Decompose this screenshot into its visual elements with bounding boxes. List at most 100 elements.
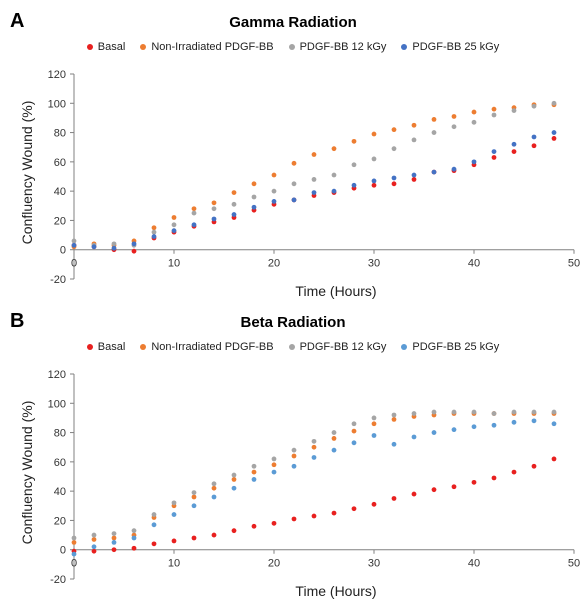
data-point [451,124,457,130]
data-point [231,485,237,491]
data-point [471,424,477,430]
legend-item-non-irradiated: Non-Irradiated PDGF-BB [140,341,274,353]
data-point [511,108,517,114]
x-tick-label: 20 [268,258,280,270]
data-point [331,510,337,516]
y-axis-label: Confluency Wound (%) [19,401,35,545]
data-point [91,537,97,542]
data-point [131,528,137,534]
legend-marker-icon [140,344,147,350]
data-point [111,535,117,541]
series-pdgf-bb-12-kgy [71,100,557,248]
data-point [271,456,277,462]
data-point [531,103,537,109]
legend-item-25kgy: PDGF-BB 25 kGy [401,41,499,53]
data-point [431,169,437,175]
y-tick-label: 60 [54,157,66,169]
y-tick-label: -20 [50,574,66,586]
data-point [471,159,477,165]
data-point [551,130,557,135]
data-point [291,453,297,459]
chart-title: Beta Radiation [240,314,346,331]
x-tick-label: 0 [71,558,77,570]
data-point [251,523,257,529]
data-point [531,463,537,469]
data-point [251,194,257,200]
y-tick-label: 0 [60,245,66,257]
data-point [551,409,557,415]
data-point [371,156,377,162]
y-tick-label: -20 [50,274,66,286]
x-tick-label: 10 [168,558,180,570]
y-tick-label: 120 [48,69,66,81]
series-pdgf-bb-25-kgy [71,418,557,557]
y-tick-label: 0 [60,545,66,557]
series-non-irradiated-pdgf-bb [71,411,557,545]
data-point [451,166,457,172]
data-point [211,532,217,538]
y-tick-label: 20 [54,515,66,527]
data-point [411,122,417,128]
data-point [251,204,257,210]
data-point [491,155,497,160]
data-point [351,182,357,188]
data-point [531,143,537,149]
data-point [391,146,397,152]
panel-b: B Beta Radiation Basal Non-Irradiated PD… [0,300,586,599]
data-point [351,428,357,434]
data-point [71,539,77,545]
data-point [451,484,457,490]
data-point [191,535,197,541]
data-point [371,501,377,507]
data-point [411,137,417,143]
data-point [391,412,397,418]
data-point [91,544,97,550]
data-point [271,520,277,526]
y-tick-label: 120 [48,369,66,381]
data-point [311,152,317,157]
data-point [71,551,77,557]
data-point [311,513,317,519]
data-point [471,119,477,125]
data-point [411,411,417,416]
data-point [311,190,317,196]
legend-label: PDGF-BB 12 kGy [299,341,387,353]
legend-item-non-irradiated: Non-Irradiated PDGF-BB [140,41,274,53]
panel-label: B [10,310,25,332]
data-point [411,434,417,440]
data-point [291,181,297,187]
data-point [491,112,497,118]
y-axis-label: Confluency Wound (%) [19,101,35,245]
data-point [331,172,337,178]
data-point [431,430,437,435]
data-point [491,149,497,155]
legend-label: PDGF-BB 12 kGy [299,41,387,53]
data-point [291,160,297,166]
x-tick-label: 50 [568,258,580,270]
legend-label: PDGF-BB 25 kGy [412,341,500,353]
data-point [151,512,157,517]
data-point [411,491,417,497]
data-point [451,427,457,433]
data-point [371,415,377,421]
data-point [331,146,337,152]
data-point [371,178,377,184]
data-point [391,181,397,187]
data-point [191,503,197,509]
legend-marker-icon [401,44,408,50]
data-point [231,528,237,534]
legend-label: PDGF-BB 25 kGy [412,41,500,53]
data-point [291,197,297,203]
data-point [191,222,197,228]
data-point [331,436,337,441]
data-point [431,130,437,135]
data-point [391,496,397,501]
legend-label: Basal [97,41,126,53]
data-point [211,206,217,212]
legend-label: Basal [97,341,126,353]
data-point [331,188,337,194]
data-point [231,212,237,217]
data-point [211,216,217,222]
data-point [71,242,77,248]
data-point [331,447,337,453]
